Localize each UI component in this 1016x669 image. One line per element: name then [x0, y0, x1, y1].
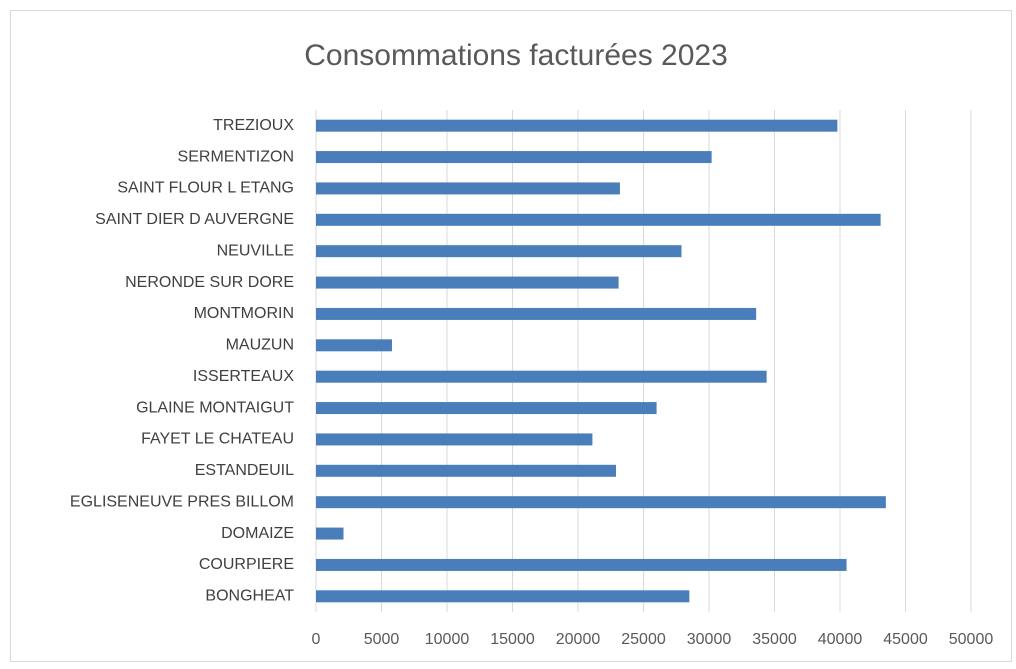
- y-tick-label: BONGHEAT: [205, 588, 294, 605]
- bar: [316, 151, 712, 164]
- y-tick-label: MAUZUN: [226, 337, 294, 354]
- bar: [316, 402, 657, 415]
- y-tick-label: SAINT FLOUR L ETANG: [117, 180, 294, 197]
- x-tick-label: 50000: [949, 631, 994, 648]
- bar: [316, 339, 392, 352]
- bar: [316, 496, 886, 509]
- x-tick-label: 10000: [425, 631, 470, 648]
- bar: [316, 182, 620, 195]
- y-tick-label: SAINT DIER D AUVERGNE: [95, 211, 294, 228]
- y-tick-label: TREZIOUX: [213, 117, 294, 134]
- chart-title: Consommations facturées 2023: [304, 39, 728, 72]
- bar: [316, 307, 757, 320]
- x-tick-label: 0: [312, 631, 321, 648]
- x-tick-label: 30000: [687, 631, 732, 648]
- bar: [316, 245, 682, 258]
- y-tick-label: ESTANDEUIL: [195, 462, 294, 479]
- x-tick-label: 15000: [490, 631, 535, 648]
- bar: [316, 590, 690, 603]
- bar: [316, 464, 616, 477]
- bar: [316, 276, 619, 289]
- x-tick-label: 5000: [364, 631, 400, 648]
- bar: [316, 527, 344, 540]
- bar: [316, 433, 593, 446]
- bar: [316, 558, 847, 571]
- y-tick-label: MONTMORIN: [194, 305, 294, 322]
- bar: [316, 370, 767, 383]
- bar: [316, 119, 838, 132]
- y-tick-label: EGLISENEUVE PRES BILLOM: [70, 493, 294, 510]
- y-tick-label: NERONDE SUR DORE: [125, 274, 294, 291]
- y-tick-label: COURPIERE: [199, 556, 294, 573]
- chart-frame: [10, 10, 1012, 662]
- y-tick-label: DOMAIZE: [221, 525, 294, 542]
- y-tick-label: SERMENTIZON: [178, 148, 294, 165]
- x-tick-label: 35000: [752, 631, 797, 648]
- x-tick-label: 45000: [883, 631, 928, 648]
- y-tick-label: NEUVILLE: [217, 242, 294, 259]
- x-tick-label: 40000: [818, 631, 863, 648]
- y-tick-label: GLAINE MONTAIGUT: [136, 399, 294, 416]
- y-tick-label: FAYET LE CHATEAU: [141, 431, 294, 448]
- bar: [316, 213, 881, 226]
- y-tick-label: ISSERTEAUX: [193, 368, 294, 385]
- x-tick-label: 20000: [556, 631, 601, 648]
- x-tick-label: 25000: [621, 631, 666, 648]
